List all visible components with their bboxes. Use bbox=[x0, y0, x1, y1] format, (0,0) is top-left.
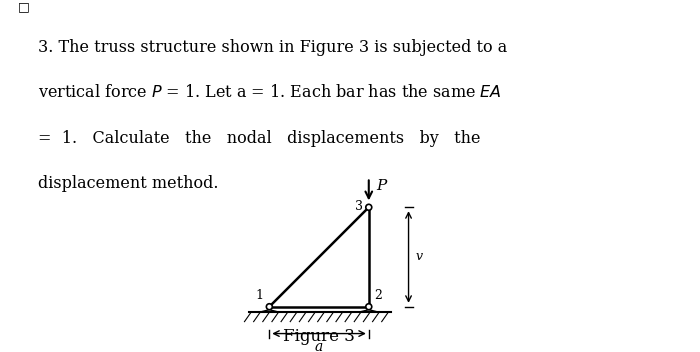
Circle shape bbox=[267, 304, 272, 310]
Text: 3. The truss structure shown in Figure 3 is subjected to a: 3. The truss structure shown in Figure 3… bbox=[38, 39, 507, 56]
Text: vertical force $P$ = 1. Let a = 1. Each bar has the same $EA$: vertical force $P$ = 1. Let a = 1. Each … bbox=[38, 84, 503, 101]
Text: v: v bbox=[416, 251, 423, 264]
Text: a: a bbox=[315, 340, 323, 352]
Polygon shape bbox=[360, 310, 377, 312]
Text: displacement method.: displacement method. bbox=[38, 175, 219, 192]
Text: 3: 3 bbox=[355, 200, 363, 213]
Text: 2: 2 bbox=[374, 289, 382, 302]
Polygon shape bbox=[261, 310, 277, 312]
Text: Figure 3: Figure 3 bbox=[283, 327, 355, 345]
Text: □: □ bbox=[18, 0, 29, 13]
Circle shape bbox=[366, 304, 372, 310]
Text: =  1.   Calculate   the   nodal   displacements   by   the: = 1. Calculate the nodal displacements b… bbox=[38, 130, 481, 147]
Text: 1: 1 bbox=[256, 289, 263, 302]
Text: P: P bbox=[376, 180, 386, 194]
Circle shape bbox=[366, 204, 372, 210]
